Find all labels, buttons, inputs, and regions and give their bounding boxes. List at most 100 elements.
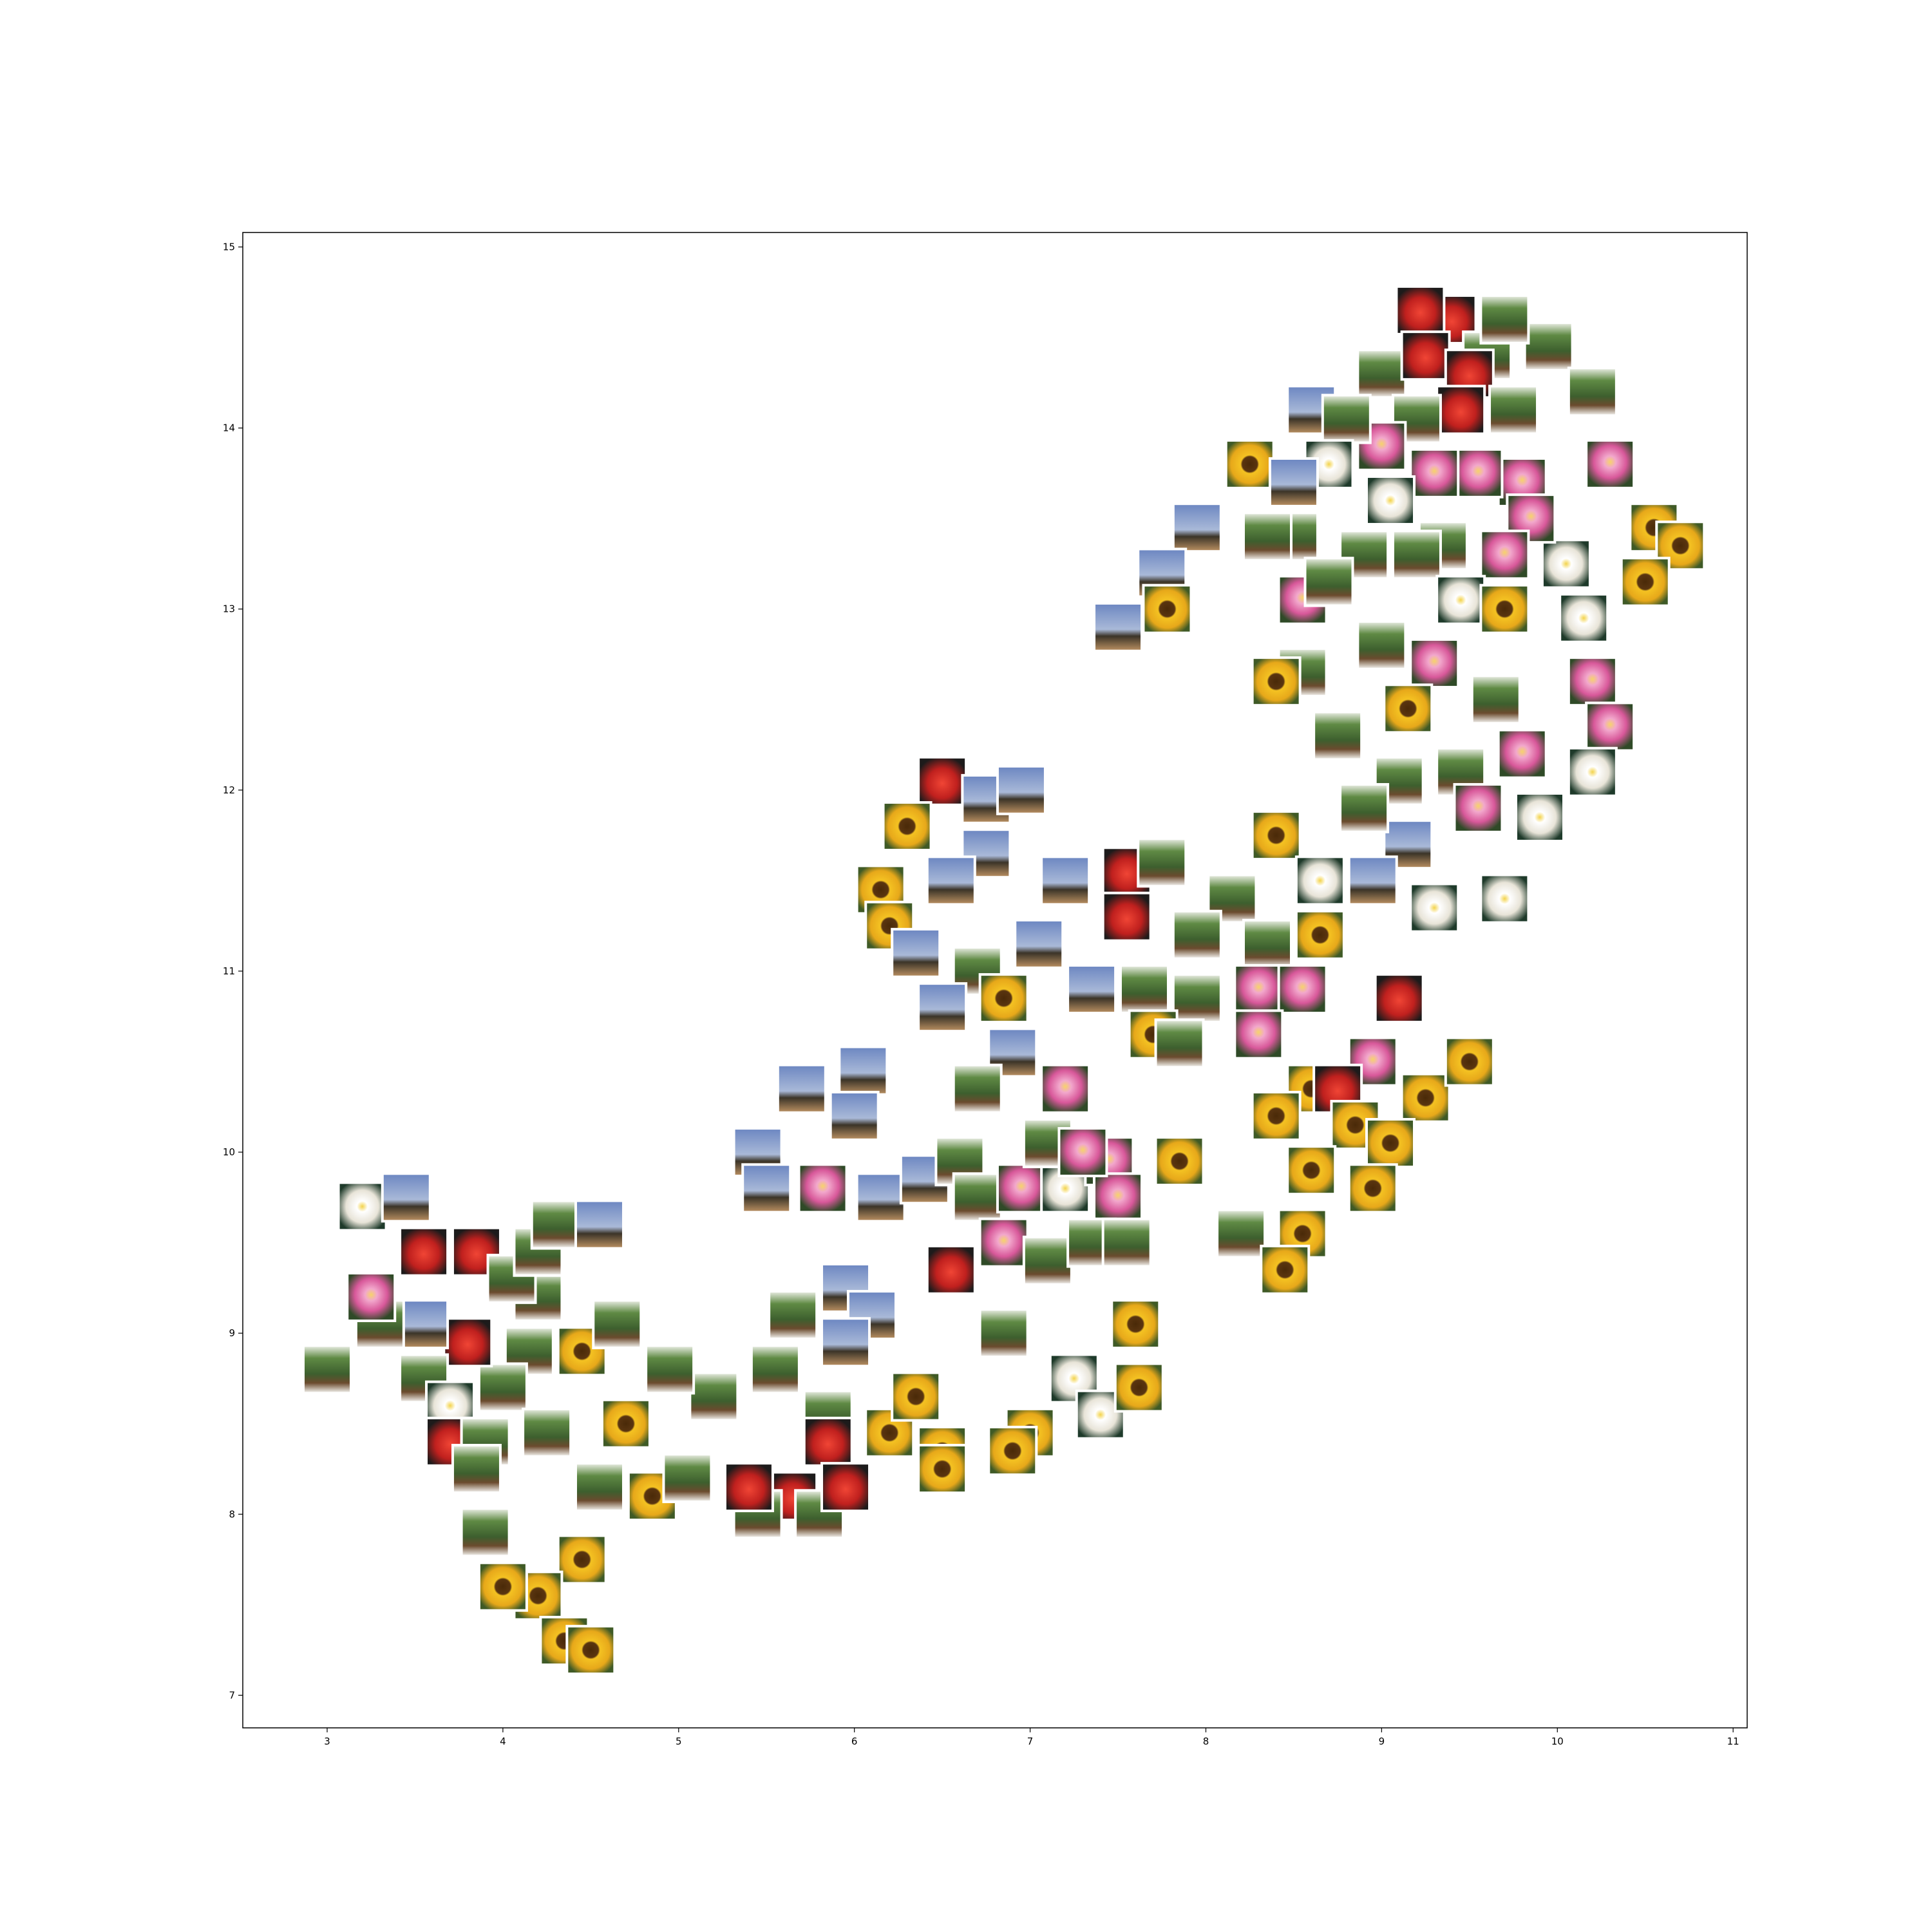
thumbnail-sunflower xyxy=(917,1444,968,1495)
thumbnail-image xyxy=(1473,677,1519,723)
thumbnail-image xyxy=(1043,858,1088,904)
thumbnail-image xyxy=(1253,659,1299,705)
thumbnail-image xyxy=(858,1175,904,1220)
thumbnail-sunflower xyxy=(1251,656,1302,707)
thumbnail-image xyxy=(383,1175,429,1220)
thumbnail-bonsai xyxy=(1171,909,1222,960)
thumbnail-image xyxy=(1262,1247,1308,1293)
thumbnail-image xyxy=(603,1401,649,1446)
thumbnail-image xyxy=(981,1311,1027,1356)
thumbnail-lotus xyxy=(1409,638,1460,689)
thumbnail-lotus xyxy=(1585,701,1636,752)
thumbnail-image xyxy=(954,1066,1000,1112)
thumbnail-image xyxy=(1280,967,1325,1012)
thumbnail-water-lily xyxy=(1409,882,1460,933)
thumbnail-bonsai xyxy=(399,1353,450,1404)
thumbnail-image xyxy=(1561,595,1607,641)
thumbnail-image xyxy=(1289,1148,1334,1193)
thumbnail-lotus xyxy=(996,1163,1046,1214)
thumbnail-sunflower xyxy=(891,1371,942,1422)
thumbnail-bonsai xyxy=(451,1444,502,1495)
thumbnail-image xyxy=(800,1166,846,1211)
thumbnail-image xyxy=(1174,505,1220,551)
thumbnail-bonsai xyxy=(1101,1217,1152,1268)
thumbnail-image xyxy=(1253,1093,1299,1139)
thumbnail-image xyxy=(559,1537,605,1582)
thumbnail-sunflower xyxy=(565,1625,616,1676)
thumbnail-sunflower xyxy=(1294,909,1345,960)
thumbnail-lotus xyxy=(1057,1127,1108,1178)
thumbnail-image xyxy=(1412,885,1457,931)
thumbnail-joshua-tree xyxy=(829,1090,880,1141)
thumbnail-image xyxy=(1095,604,1141,650)
thumbnail-strawberry xyxy=(1374,973,1425,1024)
thumbnail-joshua-tree xyxy=(1093,601,1144,652)
thumbnail-strawberry xyxy=(451,1226,502,1277)
thumbnail-image xyxy=(1543,541,1589,587)
thumbnail-sunflower xyxy=(1365,1118,1416,1169)
thumbnail-image xyxy=(1271,459,1316,505)
thumbnail-bonsai xyxy=(645,1344,696,1395)
thumbnail-image xyxy=(1569,369,1615,415)
thumbnail-image xyxy=(1025,1238,1070,1283)
thumbnail-water-lily xyxy=(1294,855,1345,906)
thumbnail-image xyxy=(1095,1175,1141,1220)
thumbnail-bonsai xyxy=(1479,294,1530,345)
thumbnail-sunflower xyxy=(1347,1163,1398,1214)
thumbnail-lotus xyxy=(1567,656,1618,707)
thumbnail-image xyxy=(884,804,930,849)
thumbnail-image xyxy=(647,1347,693,1392)
thumbnail-image xyxy=(920,758,965,804)
thumbnail-water-lily xyxy=(1479,873,1530,924)
thumbnail-image xyxy=(1376,976,1422,1021)
thumbnail-bonsai xyxy=(1242,511,1293,562)
thumbnail-sunflower xyxy=(978,973,1029,1024)
y-tick-label: 14 xyxy=(223,422,235,434)
thumbnail-image xyxy=(1043,1066,1088,1112)
x-tick-label: 9 xyxy=(1379,1736,1385,1747)
thumbnail-image xyxy=(954,1175,1000,1220)
thumbnail-image xyxy=(401,1229,447,1274)
thumbnail-image xyxy=(594,1302,640,1347)
thumbnail-water-lily xyxy=(337,1181,388,1232)
thumbnail-water-lily xyxy=(1567,746,1618,797)
thumbnail-sunflower xyxy=(1655,520,1706,571)
thumbnail-bonsai xyxy=(592,1299,643,1350)
y-tick-label: 12 xyxy=(223,784,235,796)
thumbnail-image xyxy=(1482,876,1528,922)
thumbnail-image xyxy=(576,1464,622,1510)
thumbnail-joshua-tree xyxy=(574,1199,625,1250)
thumbnail-image xyxy=(1297,912,1343,958)
thumbnail-image xyxy=(1350,1166,1396,1211)
thumbnail-lotus xyxy=(1277,964,1328,1015)
thumbnail-sunflower xyxy=(1479,583,1530,634)
thumbnail-strawberry xyxy=(1395,285,1446,336)
thumbnail-image xyxy=(1104,1220,1150,1265)
thumbnail-sunflower xyxy=(987,1425,1038,1476)
thumbnail-bonsai xyxy=(952,1063,1003,1114)
thumbnail-image xyxy=(1482,586,1528,632)
thumbnail-lotus xyxy=(1453,782,1504,833)
thumbnail-sunflower xyxy=(1444,1036,1495,1087)
thumbnail-bonsai xyxy=(1137,837,1188,888)
thumbnail-bonsai xyxy=(1356,348,1407,399)
thumbnail-sunflower xyxy=(1383,683,1434,734)
thumbnail-image xyxy=(726,1464,772,1510)
x-tick-label: 6 xyxy=(851,1736,858,1747)
x-tick-label: 7 xyxy=(1027,1736,1034,1747)
thumbnail-image xyxy=(1244,921,1290,967)
thumbnail-image xyxy=(1218,1211,1264,1256)
thumbnail-bonsai xyxy=(1391,529,1442,580)
thumbnail-lotus xyxy=(1233,964,1284,1015)
thumbnail-image xyxy=(1121,967,1167,1012)
thumbnail-image xyxy=(928,858,974,904)
thumbnail-bonsai xyxy=(486,1253,537,1304)
thumbnail-image xyxy=(462,1510,508,1555)
thumbnail-lotus xyxy=(1233,1009,1284,1060)
y-tick-label: 9 xyxy=(229,1327,235,1339)
x-tick-label: 10 xyxy=(1551,1736,1564,1747)
thumbnail-image xyxy=(1491,387,1537,433)
thumbnail-image xyxy=(1236,1012,1282,1057)
thumbnail-image xyxy=(1587,441,1633,487)
